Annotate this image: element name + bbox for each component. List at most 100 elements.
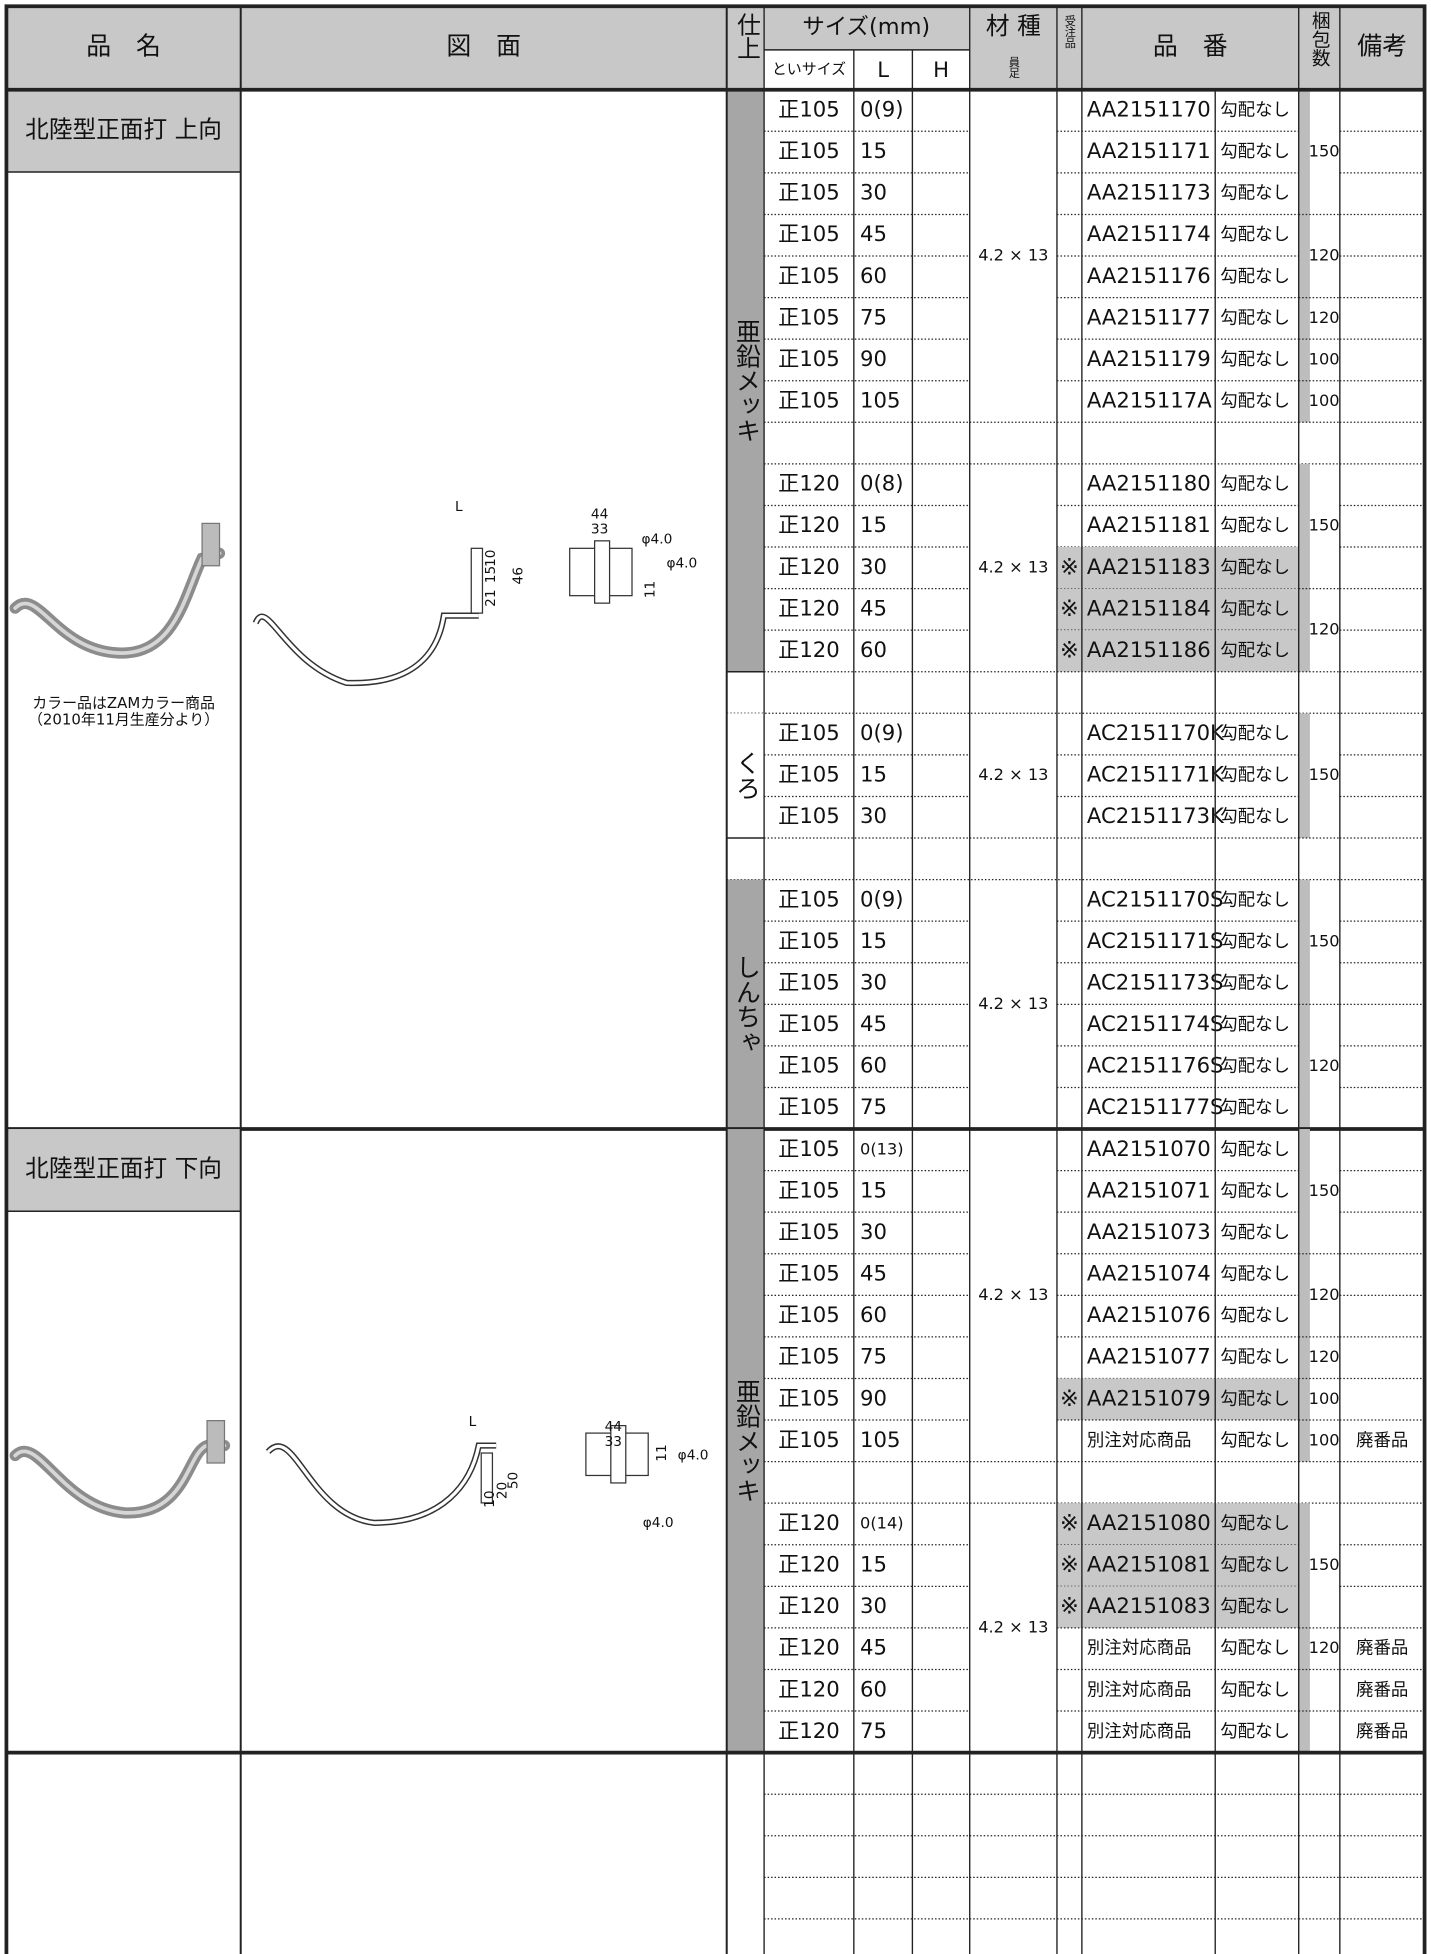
slope: 勾配なし xyxy=(1220,350,1290,370)
pack-strip xyxy=(1298,713,1310,839)
trough-size: 正105 xyxy=(778,886,840,911)
header-name: 品 名 xyxy=(86,31,161,60)
order-mark: ※ xyxy=(1060,1552,1079,1578)
length: 75 xyxy=(860,1344,887,1369)
slope: 勾配なし xyxy=(1220,308,1290,328)
section-note: カラー品はZAMカラー商品 xyxy=(32,694,215,712)
length: 30 xyxy=(860,1593,887,1618)
drawing-inner xyxy=(266,1443,497,1525)
section-name-bg xyxy=(6,1129,241,1212)
pack-qty: 120 xyxy=(1309,1347,1340,1366)
header-finish: 仕上 xyxy=(733,12,761,60)
dimension-label: 44 xyxy=(605,1419,622,1435)
slope: 勾配なし xyxy=(1220,807,1290,827)
trough-size: 正105 xyxy=(778,1053,840,1078)
product-code: AA2151081 xyxy=(1087,1552,1211,1577)
header-material-sub: 員足 xyxy=(1007,56,1020,79)
order-shade xyxy=(1056,547,1299,589)
dimension-label: 11 xyxy=(654,1444,670,1461)
finish-label: 亜鉛メッキ xyxy=(732,318,761,443)
drawing-top-plate xyxy=(610,1424,627,1484)
product-code: AC2151174S xyxy=(1087,1011,1224,1036)
finish-cell xyxy=(726,89,765,672)
slope: 勾配なし xyxy=(1220,1306,1290,1326)
drawing-outer xyxy=(252,612,479,687)
product-code: AA2151080 xyxy=(1087,1510,1211,1535)
length: 15 xyxy=(860,1552,887,1577)
header-h: H xyxy=(933,57,949,82)
product-code: AA2151180 xyxy=(1087,471,1211,496)
slope: 勾配なし xyxy=(1220,267,1290,287)
pack-qty: 100 xyxy=(1309,1430,1340,1449)
product-code: AA2151186 xyxy=(1087,637,1211,662)
length: 0(9) xyxy=(860,886,903,911)
product-code: 別注対応商品 xyxy=(1087,1680,1192,1700)
dimension-label: 21 xyxy=(483,589,499,606)
finish-label: 亜鉛メッキ xyxy=(732,1379,761,1504)
product-photo xyxy=(9,1439,231,1519)
trough-size: 正105 xyxy=(778,346,840,371)
trough-size: 正105 xyxy=(778,1011,840,1036)
product-code: AC2151171K xyxy=(1087,762,1225,787)
order-mark: ※ xyxy=(1060,1510,1079,1536)
section-note: （2010年11月生産分より） xyxy=(28,710,219,728)
slope: 勾配なし xyxy=(1220,1639,1290,1659)
finish-cell xyxy=(726,879,765,1130)
trough-size: 正120 xyxy=(778,1718,840,1743)
length: 45 xyxy=(860,221,887,246)
pack-qty: 150 xyxy=(1309,516,1340,535)
drawing-side xyxy=(470,547,484,614)
dimension-label: 50 xyxy=(506,1472,522,1489)
slope: 勾配なし xyxy=(1220,101,1290,121)
trough-size: 正105 xyxy=(778,1177,840,1202)
trough-size: 正120 xyxy=(778,637,840,662)
header-code: 品 番 xyxy=(1153,31,1228,60)
product-code: AA2151073 xyxy=(1087,1219,1211,1244)
pack-qty: 120 xyxy=(1309,246,1340,265)
order-shade xyxy=(1056,1378,1299,1421)
length: 60 xyxy=(860,1676,887,1701)
section-name-bg xyxy=(6,89,241,172)
dimension-label: φ4.0 xyxy=(642,532,673,548)
pack-qty: 150 xyxy=(1309,765,1340,784)
finish-label: しんちゃ xyxy=(732,954,761,1054)
product-photo-hl xyxy=(13,551,222,655)
dimension-label: L xyxy=(455,499,463,515)
product-code: AC2151171S xyxy=(1087,928,1224,953)
slope: 勾配なし xyxy=(1220,932,1290,952)
header-l: L xyxy=(877,57,889,82)
product-bracket xyxy=(201,522,221,567)
pack-qty: 120 xyxy=(1309,1056,1340,1075)
pack-qty: 150 xyxy=(1309,1555,1340,1574)
pack-qty: 120 xyxy=(1309,1285,1340,1304)
length: 0(8) xyxy=(860,471,903,496)
slope: 勾配なし xyxy=(1220,225,1290,245)
remark: 廃番品 xyxy=(1356,1680,1408,1700)
length: 15 xyxy=(860,1177,887,1202)
product-code: 別注対応商品 xyxy=(1087,1431,1192,1451)
trough-size: 正120 xyxy=(778,512,840,537)
dimension-label: 44 xyxy=(591,507,608,523)
length: 0(9) xyxy=(860,97,903,122)
slope: 勾配なし xyxy=(1220,392,1290,412)
pack-qty: 100 xyxy=(1309,391,1340,410)
product-code: AC2151176S xyxy=(1087,1053,1224,1078)
product-code: 別注対応商品 xyxy=(1087,1722,1192,1742)
order-shade xyxy=(1056,1544,1299,1587)
trough-size: 正120 xyxy=(778,554,840,579)
order-shade xyxy=(1056,1586,1299,1628)
slope: 勾配なし xyxy=(1220,1140,1290,1160)
header-drawing: 図 面 xyxy=(446,31,521,60)
length: 15 xyxy=(860,138,887,163)
slope: 勾配なし xyxy=(1220,974,1290,994)
header-remark: 備考 xyxy=(1357,31,1407,60)
pack-qty: 100 xyxy=(1309,349,1340,368)
product-code: AC2151173S xyxy=(1087,970,1224,995)
length: 75 xyxy=(860,304,887,329)
product-code: AA2151176 xyxy=(1087,263,1211,288)
length: 60 xyxy=(860,1302,887,1327)
remark: 廃番品 xyxy=(1356,1639,1408,1659)
header-bg xyxy=(6,6,1425,90)
